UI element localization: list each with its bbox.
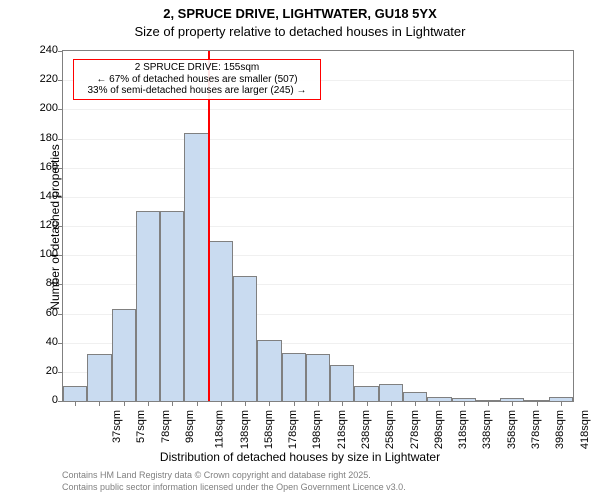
xtick-label: 57sqm	[135, 410, 147, 443]
gridline	[63, 197, 573, 198]
ytick-label: 120	[0, 219, 58, 231]
xtick-mark	[318, 401, 319, 406]
xtick-mark	[367, 401, 368, 406]
ytick-mark	[58, 226, 63, 227]
xtick-label: 37sqm	[111, 410, 123, 443]
xtick-mark	[464, 401, 465, 406]
xtick-mark	[537, 401, 538, 406]
xtick-label: 378sqm	[530, 410, 542, 449]
xtick-label: 118sqm	[214, 410, 226, 448]
ytick-label: 140	[0, 190, 58, 202]
xtick-label: 358sqm	[506, 410, 518, 449]
ytick-mark	[58, 284, 63, 285]
xtick-mark	[269, 401, 270, 406]
xtick-label: 238sqm	[360, 410, 372, 449]
xtick-label: 418sqm	[579, 410, 591, 449]
xtick-mark	[561, 401, 562, 406]
xtick-mark	[221, 401, 222, 406]
xtick-label: 98sqm	[184, 410, 196, 443]
ytick-label: 240	[0, 44, 58, 56]
ytick-mark	[58, 168, 63, 169]
histogram-bar	[306, 354, 330, 401]
ytick-label: 180	[0, 132, 58, 144]
ytick-label: 40	[0, 336, 58, 348]
xtick-mark	[124, 401, 125, 406]
x-axis-title: Distribution of detached houses by size …	[0, 450, 600, 464]
histogram-bar	[87, 354, 111, 401]
histogram-bar	[63, 386, 87, 401]
histogram-bar	[184, 133, 208, 401]
gridline	[63, 109, 573, 110]
histogram-bar	[233, 276, 257, 401]
xtick-label: 398sqm	[554, 410, 566, 449]
xtick-mark	[245, 401, 246, 406]
ytick-label: 0	[0, 394, 58, 406]
xtick-label: 298sqm	[433, 410, 445, 449]
histogram-bar	[112, 309, 136, 401]
gridline	[63, 139, 573, 140]
xtick-mark	[148, 401, 149, 406]
xtick-mark	[294, 401, 295, 406]
chart-container: { "layout": { "width": 600, "height": 50…	[0, 0, 600, 500]
ytick-label: 220	[0, 73, 58, 85]
xtick-label: 178sqm	[287, 410, 299, 449]
histogram-bar	[282, 353, 306, 401]
xtick-mark	[172, 401, 173, 406]
plot-area: 2 SPRUCE DRIVE: 155sqm← 67% of detached …	[62, 50, 574, 402]
ytick-mark	[58, 109, 63, 110]
annotation-line: 2 SPRUCE DRIVE: 155sqm	[80, 62, 314, 74]
annotation-line: 33% of semi-detached houses are larger (…	[80, 85, 314, 97]
ytick-mark	[58, 197, 63, 198]
xtick-mark	[99, 401, 100, 406]
ytick-mark	[58, 372, 63, 373]
xtick-label: 318sqm	[457, 410, 469, 449]
footer-line2: Contains public sector information licen…	[62, 482, 406, 492]
xtick-label: 198sqm	[312, 410, 324, 449]
ytick-label: 160	[0, 161, 58, 173]
ytick-label: 20	[0, 365, 58, 377]
xtick-label: 338sqm	[482, 410, 494, 449]
ytick-mark	[58, 139, 63, 140]
histogram-bar	[257, 340, 281, 401]
xtick-label: 258sqm	[384, 410, 396, 449]
ytick-mark	[58, 401, 63, 402]
ytick-mark	[58, 255, 63, 256]
xtick-mark	[415, 401, 416, 406]
histogram-bar	[379, 384, 403, 402]
ytick-mark	[58, 343, 63, 344]
annotation-line: ← 67% of detached houses are smaller (50…	[80, 74, 314, 86]
chart-title-line2: Size of property relative to detached ho…	[0, 24, 600, 39]
xtick-mark	[197, 401, 198, 406]
histogram-bar	[330, 365, 354, 401]
histogram-bar	[209, 241, 233, 401]
xtick-mark	[439, 401, 440, 406]
xtick-label: 158sqm	[263, 410, 275, 449]
histogram-bar	[160, 211, 184, 401]
xtick-label: 138sqm	[239, 410, 251, 449]
xtick-mark	[391, 401, 392, 406]
xtick-label: 78sqm	[160, 410, 172, 443]
chart-title-line1: 2, SPRUCE DRIVE, LIGHTWATER, GU18 5YX	[0, 6, 600, 21]
xtick-mark	[342, 401, 343, 406]
xtick-mark	[512, 401, 513, 406]
ytick-mark	[58, 51, 63, 52]
histogram-bar	[354, 386, 378, 401]
gridline	[63, 168, 573, 169]
ytick-label: 200	[0, 102, 58, 114]
ytick-label: 60	[0, 307, 58, 319]
histogram-bar	[136, 211, 160, 401]
annotation-box: 2 SPRUCE DRIVE: 155sqm← 67% of detached …	[73, 59, 321, 100]
ytick-mark	[58, 80, 63, 81]
xtick-mark	[75, 401, 76, 406]
xtick-label: 278sqm	[409, 410, 421, 449]
ytick-mark	[58, 314, 63, 315]
footer-line1: Contains HM Land Registry data © Crown c…	[62, 470, 371, 480]
ytick-label: 80	[0, 277, 58, 289]
xtick-label: 218sqm	[336, 410, 348, 449]
xtick-mark	[488, 401, 489, 406]
ytick-label: 100	[0, 248, 58, 260]
histogram-bar	[403, 392, 427, 401]
reference-line	[208, 51, 210, 401]
